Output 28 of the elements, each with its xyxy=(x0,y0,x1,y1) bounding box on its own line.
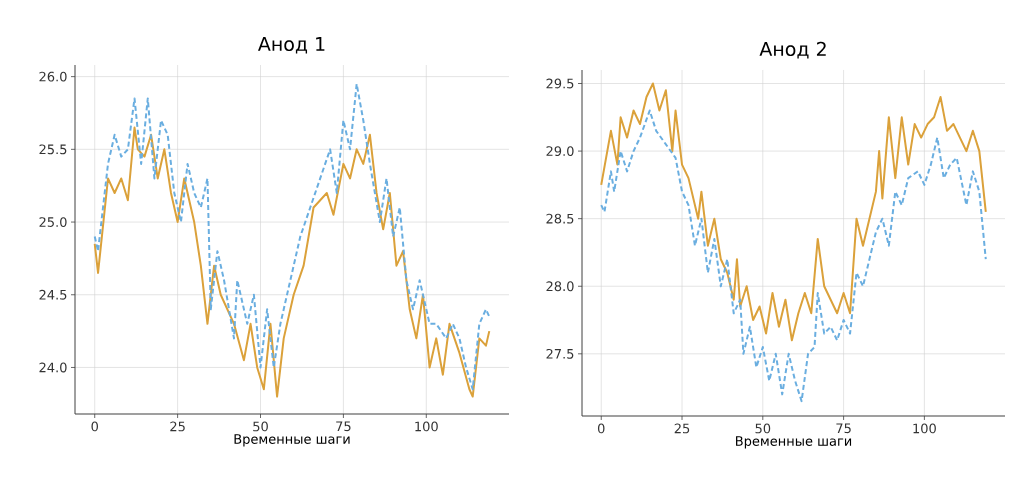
x-tick-label: 50 xyxy=(253,421,268,432)
x-tick-label: 100 xyxy=(913,423,936,434)
y-tick-label: 24.0 xyxy=(39,362,67,373)
y-tick-label: 27.5 xyxy=(546,348,574,359)
line-series xyxy=(600,109,987,403)
y-tick-label: 25.5 xyxy=(39,144,67,155)
y-tick-label: 29.5 xyxy=(546,78,574,89)
y-tick-label: 28.5 xyxy=(546,213,574,224)
y-tick-label: 25.0 xyxy=(39,217,67,227)
y-tick-label: 26.0 xyxy=(39,71,67,82)
y-tick-label: 28.0 xyxy=(546,281,574,292)
chart-title: Анод 2 xyxy=(759,41,826,59)
x-tick-label: 100 xyxy=(415,421,438,432)
y-tick-label: 29.0 xyxy=(546,146,574,157)
x-axis-title: Временные шаги xyxy=(234,434,350,447)
x-tick-label: 50 xyxy=(755,423,771,434)
x-axis-title: Временные шаги xyxy=(736,436,852,449)
x-tick-label: 75 xyxy=(336,421,351,432)
x-tick-label: 0 xyxy=(91,421,98,432)
x-tick-label: 0 xyxy=(597,423,605,434)
y-tick-label: 24.5 xyxy=(39,289,67,300)
line-series xyxy=(93,126,491,398)
x-tick-label: 25 xyxy=(674,423,690,434)
line-series xyxy=(93,82,491,391)
x-tick-label: 25 xyxy=(170,421,185,432)
line-series xyxy=(600,82,987,342)
chart-title: Анод 1 xyxy=(257,36,325,54)
x-tick-label: 75 xyxy=(836,423,851,434)
